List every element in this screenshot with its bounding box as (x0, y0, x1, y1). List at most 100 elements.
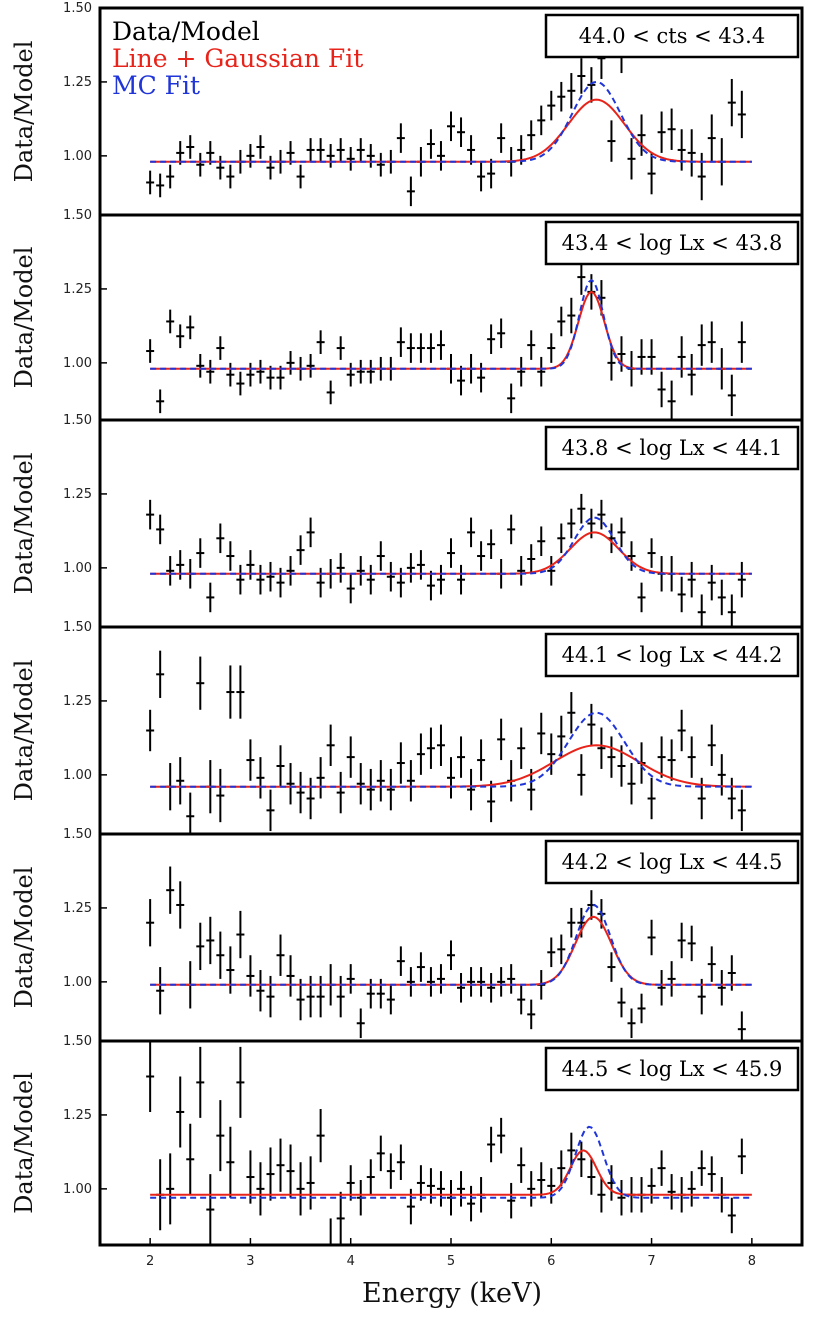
data-point (156, 514, 165, 545)
data-point (597, 499, 606, 530)
data-point (356, 359, 365, 384)
data-point (316, 567, 325, 598)
data-point (567, 692, 576, 734)
data-point (256, 359, 265, 384)
data-point (186, 315, 195, 340)
data-point (266, 789, 275, 832)
data-point (557, 934, 566, 965)
data-point (326, 1218, 335, 1245)
data-point (246, 550, 255, 580)
data-point (627, 1008, 636, 1039)
data-point (537, 105, 546, 136)
data-point (226, 665, 235, 719)
data-point (146, 339, 155, 363)
data-point (296, 771, 305, 814)
data-point (386, 768, 395, 811)
data-point (256, 1162, 265, 1216)
mc-fit-line (150, 903, 752, 986)
data-point (457, 972, 466, 1003)
data-point (697, 594, 706, 627)
data-point (396, 567, 405, 598)
data-point (206, 916, 215, 965)
data-point (447, 111, 455, 142)
data-point (246, 144, 255, 168)
data-point (206, 359, 215, 384)
data-point (286, 763, 295, 805)
data-point (487, 158, 496, 189)
data-point (306, 517, 315, 548)
data-point (236, 910, 245, 959)
data-point (517, 984, 526, 1015)
data-point (326, 380, 335, 405)
data-point (707, 1156, 716, 1192)
data-point (577, 493, 586, 524)
data-point (256, 135, 265, 159)
data-point (196, 922, 205, 971)
data-point (196, 353, 205, 378)
x-tick-label: 2 (146, 1254, 154, 1269)
y-axis-label: Data/Model (10, 41, 38, 183)
data-point (527, 768, 536, 811)
panel-6: 1.00 1.25 1.50 Data/Model 44.5 < log Lx < 45… (10, 1034, 804, 1247)
data-point (356, 763, 365, 805)
data-point (146, 499, 155, 530)
data-point (567, 508, 576, 539)
panel-2: 1.00 1.25 1.50 Data/Model 43.4 < log Lx < 43… (10, 208, 804, 422)
x-tick-label: 3 (246, 1254, 254, 1269)
data-point (667, 108, 676, 150)
data-point (677, 709, 686, 752)
data-point (627, 763, 636, 805)
data-point (537, 712, 546, 755)
data-point (386, 984, 395, 1015)
data-point (497, 123, 506, 153)
data-point (296, 1162, 305, 1216)
data-point (316, 975, 325, 1018)
data-point (176, 550, 185, 580)
data-point (146, 1041, 155, 1112)
data-point (426, 727, 435, 769)
data-point (146, 899, 155, 947)
data-point (447, 757, 455, 799)
data-point (196, 1046, 205, 1118)
data-point (537, 356, 546, 387)
data-point (617, 987, 626, 1018)
data-point (386, 1153, 395, 1189)
data-point (587, 1159, 596, 1195)
data-point (386, 561, 395, 592)
mc-fit-line (150, 516, 752, 575)
data-point (627, 138, 636, 180)
data-point (266, 561, 275, 592)
data-point (577, 259, 586, 295)
data-point (477, 362, 486, 393)
data-point (547, 556, 556, 586)
data-point (296, 164, 305, 189)
data-point (146, 170, 155, 195)
data-point (276, 1138, 285, 1192)
data-point (647, 777, 656, 820)
data-point (647, 1168, 656, 1204)
data-point (577, 58, 586, 94)
data-point (457, 564, 466, 595)
data-point (346, 736, 355, 778)
data-point (276, 745, 285, 787)
data-point (567, 907, 576, 938)
data-point (436, 724, 445, 766)
data-point (226, 946, 235, 994)
x-tick-label: 6 (547, 1254, 555, 1269)
data-point (396, 123, 405, 153)
data-point (627, 541, 636, 571)
data-point (206, 582, 215, 613)
y-tick-label: 1.00 (63, 768, 92, 783)
data-point (296, 535, 305, 565)
data-point (657, 736, 666, 778)
data-point (497, 967, 506, 997)
y-tick-label: 1.00 (63, 561, 92, 576)
data-point (537, 1162, 546, 1198)
data-point (336, 771, 345, 814)
data-point (266, 1147, 275, 1201)
data-point (366, 564, 375, 595)
data-point (306, 138, 315, 162)
data-point (727, 594, 736, 627)
data-point (727, 78, 736, 127)
